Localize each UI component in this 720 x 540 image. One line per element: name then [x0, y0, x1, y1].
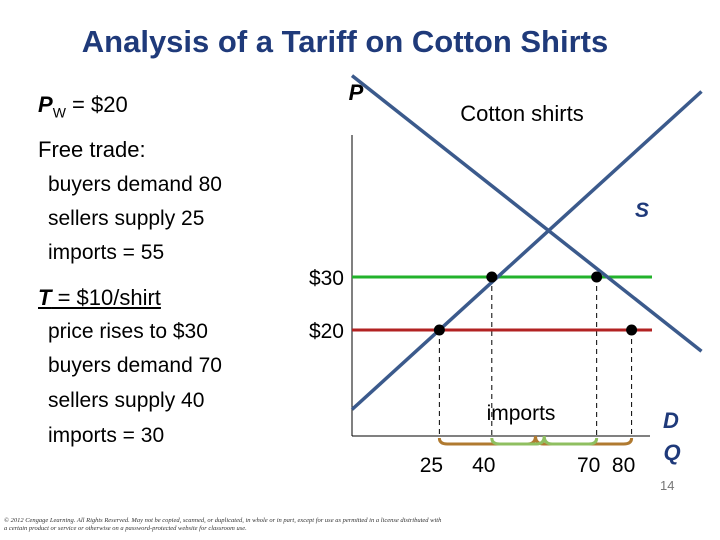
tariff-header: T = $10/shirt	[38, 285, 161, 311]
tariff-line: buyers demand 70	[48, 354, 222, 377]
tariff-line: price rises to $30	[48, 320, 208, 343]
pw-value: = $20	[65, 92, 128, 117]
price-label: $30	[309, 267, 344, 290]
equilibrium-point	[626, 324, 638, 336]
free-trade-line: sellers supply 25	[48, 207, 205, 230]
x-tick-label: 40	[472, 454, 495, 477]
x-tick-label: 80	[612, 454, 635, 477]
y-axis-label: P	[349, 80, 364, 105]
x-tick-label: 25	[420, 454, 443, 477]
demand-label: D	[663, 408, 679, 433]
equilibrium-point	[433, 324, 445, 336]
x-tick-label: 70	[577, 454, 600, 477]
free-trade-header: Free trade:	[38, 137, 146, 162]
tariff-amount: = $10/shirt	[51, 285, 161, 310]
tariff-line: imports = 30	[48, 424, 165, 447]
equilibrium-point	[591, 271, 603, 283]
page-number: 14	[660, 478, 675, 493]
curve-d	[350, 74, 703, 353]
curve-s	[350, 90, 703, 411]
world-price-label: PW = $20	[38, 92, 128, 120]
free-trade-line: buyers demand 80	[48, 173, 222, 196]
imports-label: imports	[487, 402, 556, 425]
free-trade-line: imports = 55	[48, 241, 165, 264]
tariff-symbol: T	[38, 285, 52, 310]
equilibrium-point	[486, 271, 498, 283]
tariff-line: sellers supply 40	[48, 389, 205, 412]
chart-title: Cotton shirts	[460, 101, 584, 126]
imports-bracket	[490, 435, 599, 446]
price-label: $20	[309, 320, 344, 343]
pw-symbol: P	[38, 92, 53, 117]
copyright-footer: © 2012 Cengage Learning. All Rights Rese…	[4, 517, 442, 532]
pw-subscript: W	[52, 104, 66, 121]
supply-label: S	[635, 199, 649, 222]
slide-title: Analysis of a Tariff on Cotton Shirts	[81, 24, 609, 59]
imports-bracket	[437, 435, 634, 446]
x-axis-label: Q	[663, 440, 680, 465]
